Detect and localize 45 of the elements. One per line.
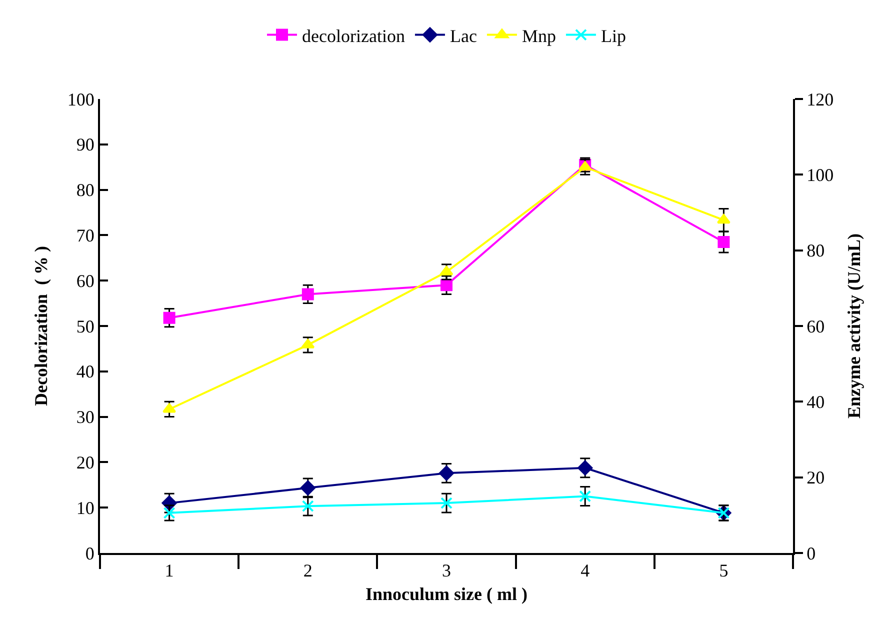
x-tick-label: 1 bbox=[164, 560, 174, 581]
x-tick-label: 2 bbox=[303, 560, 312, 581]
point bbox=[440, 497, 452, 510]
point bbox=[578, 161, 592, 171]
y-tick-label: 60 bbox=[76, 270, 94, 291]
y-tick-label: 0 bbox=[85, 543, 94, 564]
y-tick-label: 40 bbox=[76, 362, 94, 382]
y2-tick-label: 40 bbox=[806, 392, 825, 412]
y-axis-title: Decolorization ( % ) bbox=[31, 246, 52, 406]
point bbox=[716, 214, 730, 224]
y-tick-label: 70 bbox=[76, 226, 94, 246]
y2-tick-label: 100 bbox=[806, 164, 834, 185]
point bbox=[302, 500, 314, 512]
x-tick-label: 4 bbox=[580, 560, 590, 581]
y-tick-label: 20 bbox=[76, 452, 94, 472]
y-tick-label: 100 bbox=[67, 89, 94, 110]
x-tick-label: 5 bbox=[719, 560, 728, 581]
y-tick-label: 30 bbox=[76, 407, 94, 428]
y-tick-label: 80 bbox=[76, 180, 94, 200]
y2-tick-label: 80 bbox=[806, 240, 825, 261]
point bbox=[440, 266, 454, 276]
y2-tick-label: 20 bbox=[806, 468, 825, 488]
y2-axis-title: Enzyme activity (U/mL) bbox=[844, 234, 864, 418]
legend-label: Mnp bbox=[522, 26, 556, 46]
y-tick-label: 50 bbox=[76, 316, 94, 336]
legend-label: decolorization bbox=[302, 26, 405, 46]
point bbox=[302, 288, 314, 300]
point bbox=[718, 236, 730, 248]
x-axis-title: Innoculum size ( ml ) bbox=[366, 584, 528, 604]
point bbox=[301, 338, 315, 348]
y2-tick-label: 0 bbox=[806, 543, 816, 564]
x-tick-label: 3 bbox=[442, 560, 451, 581]
point bbox=[300, 480, 316, 496]
y2-tick-label: 60 bbox=[806, 316, 825, 336]
point bbox=[439, 466, 454, 481]
point bbox=[578, 460, 593, 476]
y2-tick-label: 120 bbox=[806, 89, 834, 110]
point bbox=[579, 490, 592, 502]
point bbox=[440, 279, 452, 292]
y-tick-label: 10 bbox=[76, 498, 94, 518]
legend-label: Lip bbox=[600, 26, 626, 46]
point bbox=[163, 312, 176, 324]
legend-label: Lac bbox=[450, 26, 477, 46]
point bbox=[162, 403, 176, 413]
y-tick-label: 90 bbox=[76, 134, 94, 155]
